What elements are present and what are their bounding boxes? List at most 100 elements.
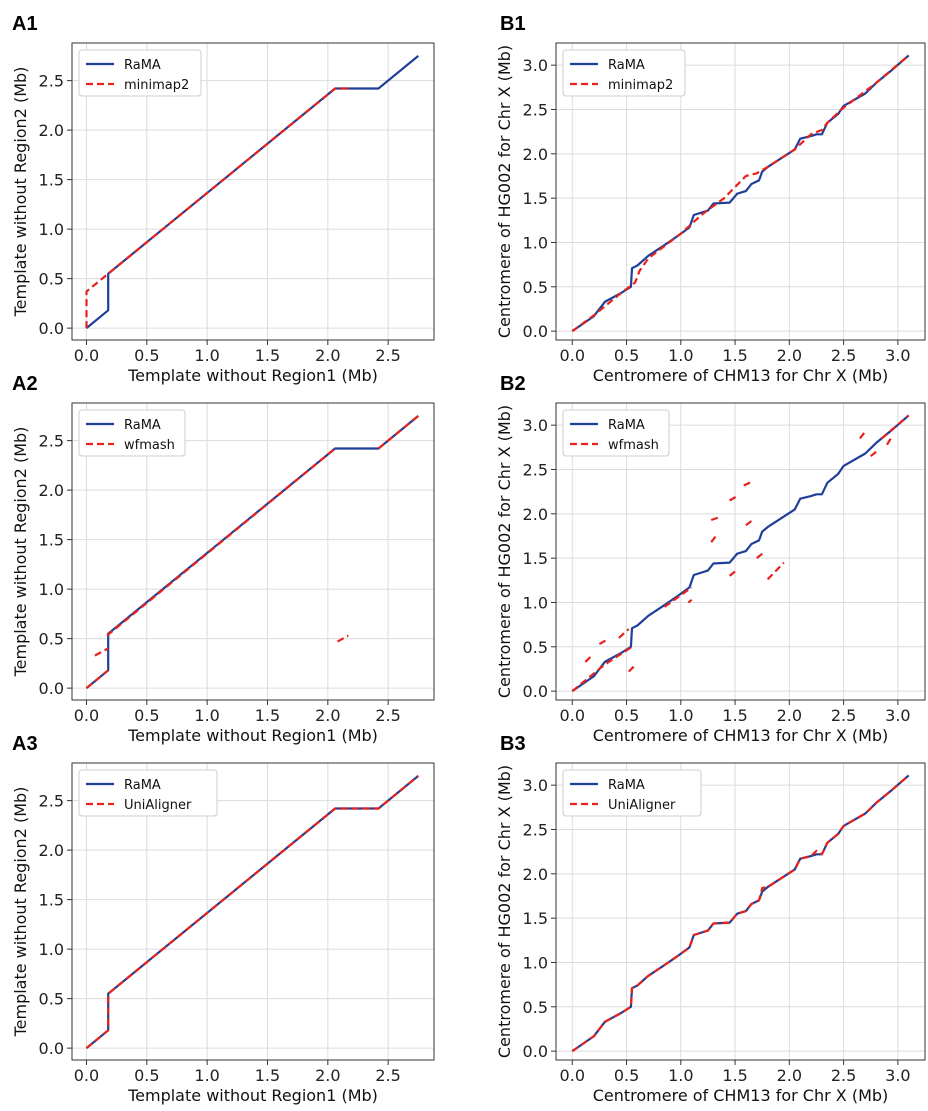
- series-line-segment: [571, 54, 910, 332]
- y-tick-label: 2.5: [39, 432, 64, 451]
- x-axis-label: Template without Region1 (Mb): [127, 366, 378, 385]
- y-axis-label: Centromere of HG002 for Chr X (Mb): [495, 405, 514, 698]
- series-line-segment: [886, 435, 894, 446]
- x-tick-label: 0.5: [134, 706, 159, 725]
- x-tick-label: 2.5: [831, 1066, 856, 1085]
- y-tick-label: 2.5: [39, 792, 64, 811]
- axes-frame: [71, 42, 435, 341]
- series-line-segment: [584, 654, 593, 663]
- x-tick-label: 0.5: [134, 1066, 159, 1085]
- legend-label: UniAligner: [124, 798, 192, 813]
- legend-label: RaMA: [608, 778, 645, 793]
- series-line-segment: [377, 415, 419, 450]
- legend-label: wfmash: [124, 438, 175, 453]
- x-tick-label: 1.5: [722, 1066, 747, 1085]
- legend: RaMA minimap2: [562, 49, 686, 97]
- x-tick-label: 1.0: [194, 1066, 219, 1085]
- y-tick-label: 0.5: [523, 638, 548, 657]
- x-tick-label: 2.5: [831, 346, 856, 365]
- series-line-segment: [710, 534, 718, 543]
- chart-panel-a2: A20.0 0.5 1.0 1.5 2.0 2.50.00.51.01.52.02.5Te…: [11, 373, 435, 745]
- y-tick-label: 1.5: [523, 189, 548, 208]
- x-tick-label: 2.5: [375, 346, 400, 365]
- series-unialigner: [571, 774, 910, 1053]
- y-tick-label: 1.0: [523, 953, 548, 972]
- y-tick-label: 2.0: [39, 481, 64, 500]
- x-tick-label: 0.0: [74, 706, 99, 725]
- x-tick-label: 2.0: [777, 706, 802, 725]
- y-tick-label: 1.5: [39, 171, 64, 190]
- series-line-segment: [729, 495, 738, 502]
- legend: RaMA wfmash: [78, 409, 186, 457]
- y-axis-label: Template without Region2 (Mb): [11, 67, 30, 318]
- series-line-segment: [687, 598, 693, 604]
- series-line-segment: [94, 647, 109, 657]
- series-line-segment: [880, 414, 910, 440]
- x-tick-label: 0.5: [614, 346, 639, 365]
- axes-frame: [71, 402, 435, 701]
- x-tick-label: 1.5: [722, 346, 747, 365]
- series-line-segment: [598, 638, 608, 646]
- x-tick-label: 3.0: [885, 346, 910, 365]
- series-line-segment: [710, 516, 720, 522]
- panel-label: B2: [500, 373, 526, 395]
- x-tick-label: 1.0: [668, 706, 693, 725]
- series-line-segment: [870, 449, 879, 458]
- y-axis-label: Template without Region2 (Mb): [11, 427, 30, 678]
- x-tick-label: 2.5: [375, 1066, 400, 1085]
- y-tick-label: 0.5: [523, 998, 548, 1017]
- series-wfmash: [85, 415, 419, 689]
- y-tick-label: 1.0: [523, 593, 548, 612]
- x-tick-label: 2.0: [777, 1066, 802, 1085]
- series-line-segment: [85, 87, 352, 329]
- y-tick-label: 2.0: [523, 865, 548, 884]
- y-tick-label: 1.0: [39, 220, 64, 239]
- y-tick-label: 0.5: [39, 630, 64, 649]
- series-minimap2: [85, 87, 352, 329]
- x-tick-label: 1.5: [722, 706, 747, 725]
- series-rama: [85, 55, 419, 329]
- x-tick-label: 2.0: [315, 1066, 340, 1085]
- legend-label: minimap2: [608, 78, 673, 93]
- y-tick-label: 1.5: [523, 909, 548, 928]
- series-line-segment: [743, 480, 752, 487]
- x-tick-label: 0.5: [614, 706, 639, 725]
- y-tick-label: 2.5: [523, 100, 548, 119]
- axes-frame: [555, 402, 926, 701]
- y-tick-label: 2.0: [523, 145, 548, 164]
- y-tick-label: 3.0: [523, 776, 548, 795]
- panel-label: A2: [12, 373, 38, 395]
- axes-frame: [555, 42, 926, 341]
- y-tick-label: 0.0: [523, 682, 548, 701]
- y-tick-label: 2.5: [523, 460, 548, 479]
- x-tick-label: 2.5: [831, 706, 856, 725]
- y-tick-label: 2.5: [523, 820, 548, 839]
- y-tick-label: 1.5: [39, 531, 64, 550]
- y-axis-label: Template without Region2 (Mb): [11, 787, 30, 1038]
- x-tick-label: 2.5: [375, 706, 400, 725]
- x-tick-label: 3.0: [885, 1066, 910, 1085]
- series-line-segment: [336, 634, 349, 643]
- y-tick-label: 2.5: [39, 72, 64, 91]
- legend-box: [78, 409, 186, 457]
- x-tick-label: 0.0: [560, 1066, 585, 1085]
- y-axis-label: Centromere of HG002 for Chr X (Mb): [495, 45, 514, 338]
- x-tick-label: 0.5: [614, 1066, 639, 1085]
- legend-label: RaMA: [124, 58, 161, 73]
- chart-panel-a1: A10.0 0.5 1.0 1.5 2.0 2.50.00.51.01.52.02.5Te…: [11, 13, 435, 385]
- y-tick-label: 3.0: [523, 416, 548, 435]
- series-line-segment: [756, 552, 763, 559]
- series-wfmash: [571, 414, 910, 692]
- panel-label: B1: [500, 13, 526, 35]
- series-line-segment: [627, 665, 635, 673]
- y-tick-label: 1.0: [39, 940, 64, 959]
- panel-label: A1: [12, 13, 38, 35]
- series-line-segment: [571, 645, 633, 692]
- series-line-segment: [85, 415, 419, 689]
- x-tick-label: 0.0: [560, 346, 585, 365]
- legend: RaMA wfmash: [562, 409, 670, 457]
- series-line-segment: [859, 430, 867, 440]
- x-tick-label: 1.0: [668, 346, 693, 365]
- axes-frame: [555, 762, 926, 1061]
- x-tick-label: 2.0: [777, 346, 802, 365]
